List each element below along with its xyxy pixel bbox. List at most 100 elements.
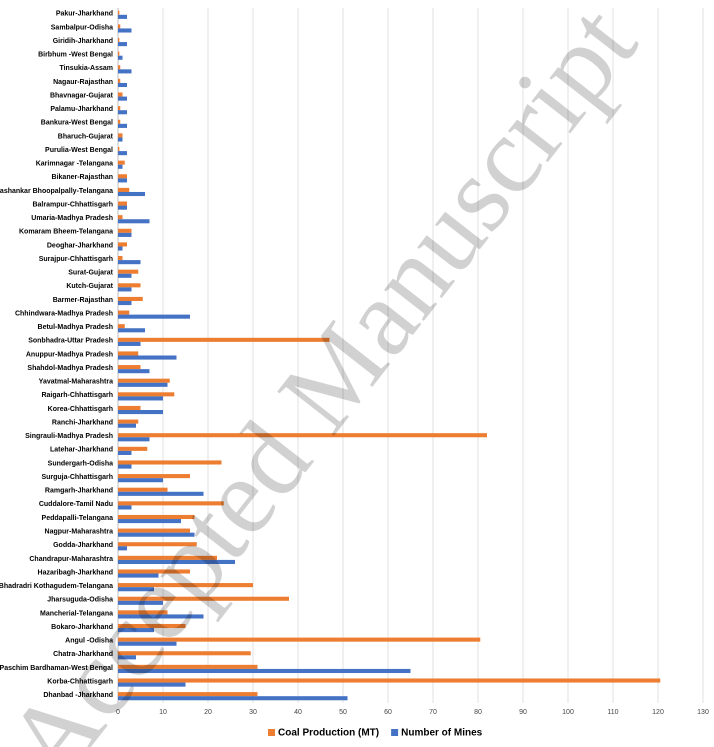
bar xyxy=(118,610,168,615)
bar xyxy=(118,191,145,197)
bar xyxy=(118,692,258,697)
bar xyxy=(118,423,136,428)
y-tick-label: Korea-Chhattisgarh xyxy=(48,406,113,413)
y-tick-label: Nagpur-Maharashtra xyxy=(45,529,114,536)
bar xyxy=(118,14,127,19)
x-tick-label: 70 xyxy=(429,709,437,716)
legend-label: Coal Production (MT) xyxy=(278,728,379,739)
bar xyxy=(118,351,139,356)
y-tick-label: Tinsukia-Assam xyxy=(59,65,113,72)
x-tick-label: 20 xyxy=(204,709,212,716)
bar xyxy=(118,242,127,247)
y-tick-label: Giridih-Jharkhand xyxy=(53,38,113,45)
x-tick-label: 40 xyxy=(294,709,302,716)
y-tick-label: Betul-Madhya Pradesh xyxy=(38,324,113,331)
y-tick-label: Pakur-Jharkhand xyxy=(56,11,113,18)
y-tick-label: Kutch-Gujarat xyxy=(66,283,113,290)
bar xyxy=(118,42,127,47)
bar xyxy=(118,573,159,578)
bar xyxy=(118,514,195,520)
y-tick-label: Hazaribagh-Jharkhand xyxy=(38,569,113,576)
y-tick-label: Nagaur-Rajasthan xyxy=(53,79,113,86)
bar xyxy=(118,201,127,206)
bar xyxy=(118,614,204,619)
x-tick-label: 110 xyxy=(607,709,618,716)
bar xyxy=(118,269,139,274)
y-tick-label: Balrampur-Chhattisgarh xyxy=(32,201,113,208)
bar xyxy=(118,341,141,346)
bar xyxy=(118,78,121,83)
y-tick-label: Surat-Gujarat xyxy=(68,270,113,277)
bar xyxy=(118,283,141,288)
bar xyxy=(118,532,195,537)
bar xyxy=(118,505,132,510)
y-tick-label: Sonbhadra-Uttar Pradesh xyxy=(28,338,113,345)
bar xyxy=(118,464,132,469)
bar xyxy=(118,65,121,70)
bar xyxy=(118,228,132,233)
bar xyxy=(118,133,123,138)
bar xyxy=(118,37,120,43)
y-tick-label: Raigarh-Chhattisgarh xyxy=(41,392,113,399)
y-tick-label: Barmer-Rajasthan xyxy=(53,297,113,304)
bar xyxy=(118,232,132,237)
y-tick-label: Singrauli-Madhya Pradesh xyxy=(25,433,113,440)
y-tick-label: Jayashankar Bhoopalpally-Telangana xyxy=(0,188,113,195)
y-tick-label: Shahdol-Madhya Pradesh xyxy=(27,365,113,372)
y-tick-label: Deoghar-Jharkhand xyxy=(47,242,113,249)
y-tick-label: Korba-Chhattisgarh xyxy=(47,678,113,685)
y-tick-label: Palamu-Jharkhand xyxy=(50,106,113,113)
y-tick-label: Surajpur-Chhattisgarh xyxy=(39,256,113,263)
x-tick-label: 90 xyxy=(519,709,527,716)
y-tick-label: Cuddalore-Tamil Nadu xyxy=(39,501,113,508)
bar xyxy=(118,123,127,128)
x-tick-label: 50 xyxy=(339,709,347,716)
y-tick-label: Bhadradri Kothagudem-Telangana xyxy=(0,583,113,590)
bar xyxy=(118,637,481,642)
y-tick-label: Peddapalli-Telangana xyxy=(42,515,114,522)
bar xyxy=(118,24,121,29)
bar xyxy=(118,623,186,629)
y-tick-label: Bikaner-Rajasthan xyxy=(52,174,113,181)
bar xyxy=(118,528,190,533)
bar xyxy=(118,478,163,483)
y-tick-label: Dhanbad -Jharkhand xyxy=(43,692,113,699)
bar xyxy=(118,369,150,374)
bar xyxy=(118,219,150,224)
bar xyxy=(118,655,136,660)
bar xyxy=(118,542,197,547)
bar xyxy=(118,287,132,292)
bar xyxy=(118,178,127,183)
bar xyxy=(118,437,150,442)
x-tick-label: 0 xyxy=(116,709,120,716)
bar xyxy=(118,119,121,124)
y-tick-label: Umaria-Madhya Pradesh xyxy=(31,215,113,222)
bar xyxy=(118,678,661,683)
y-tick-label: Bankura-West Bengal xyxy=(41,120,113,127)
bar xyxy=(118,246,123,251)
bar xyxy=(118,628,154,633)
y-tick-label: Angul -Odisha xyxy=(65,638,113,645)
bar xyxy=(118,651,251,656)
bar xyxy=(118,501,224,506)
bar xyxy=(118,55,123,60)
bar xyxy=(118,151,127,156)
bar xyxy=(118,668,411,674)
bar xyxy=(118,260,141,265)
y-tick-label: Jharsuguda-Odisha xyxy=(47,597,113,604)
bar xyxy=(118,396,163,401)
y-tick-label: Komaram Bheem-Telangana xyxy=(19,229,113,236)
bar xyxy=(118,205,127,210)
y-tick-label: Mancherial-Telangana xyxy=(40,610,113,617)
y-tick-label: Purulia-West Bengal xyxy=(45,147,113,154)
bar xyxy=(118,187,130,192)
bar xyxy=(118,474,190,479)
bar xyxy=(118,355,177,360)
bar xyxy=(118,419,139,424)
bar xyxy=(118,664,258,669)
legend-swatch xyxy=(268,729,275,736)
y-tick-label: Chatra-Jharkhand xyxy=(53,651,113,658)
y-tick-label: Surguja-Chhattisgarh xyxy=(41,474,113,481)
x-tick-label: 120 xyxy=(652,709,664,716)
bar xyxy=(118,433,487,438)
